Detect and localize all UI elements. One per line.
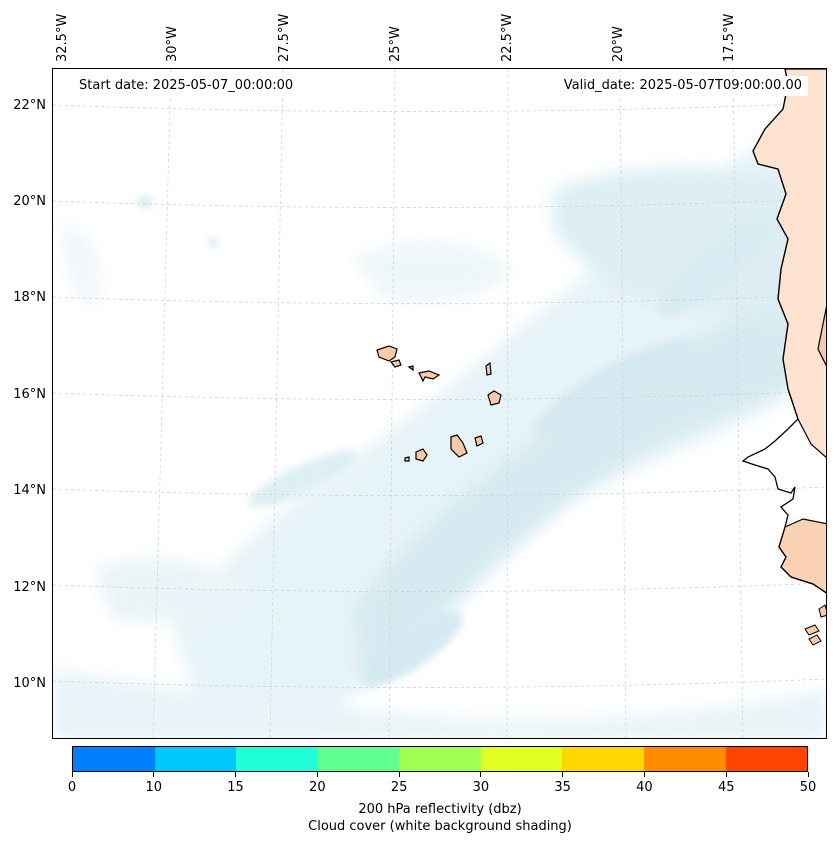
cloud-streak-2 — [534, 340, 692, 438]
colorbar-tick-label-5: 30 — [472, 780, 490, 795]
island-sal — [485, 361, 492, 376]
colorbar-segment-2 — [236, 747, 318, 771]
island-maio — [474, 435, 484, 447]
colorbar-tick-label-0: 0 — [67, 780, 77, 795]
colorbar — [72, 746, 808, 772]
meridian-27-5w — [269, 69, 284, 738]
colorbar-segment-5 — [480, 747, 563, 771]
parallel-10n — [53, 678, 826, 688]
colorbar-segment-1 — [154, 747, 237, 771]
lat-label-10n: 10°N — [13, 676, 46, 691]
parallel-18n — [53, 294, 826, 304]
lon-label-32-5w: 32.5°W — [55, 13, 70, 62]
lon-label-25w: 25°W — [388, 26, 403, 62]
cloud-band-core — [353, 284, 826, 689]
island-santiago — [450, 434, 468, 458]
colorbar-tick-7 — [643, 772, 645, 777]
cloud-streak-1 — [362, 611, 464, 687]
bissagos-island-1 — [804, 624, 820, 636]
lat-label-22n: 22°N — [13, 98, 46, 113]
parallel-16n — [53, 390, 826, 400]
colorbar-tick-8 — [725, 772, 727, 777]
colorbar-tick-3 — [316, 772, 318, 777]
colorbar-sublabel: Cloud cover (white background shading) — [308, 819, 572, 834]
lon-label-17-5w: 17.5°W — [722, 13, 737, 62]
cloud-streak-3 — [658, 221, 768, 317]
colorbar-segment-4 — [399, 747, 481, 771]
colorbar-tick-2 — [235, 772, 237, 777]
colorbar-tick-label-1: 10 — [145, 780, 163, 795]
colorbar-tick-label-3: 20 — [309, 780, 326, 795]
lon-label-27-5w: 27.5°W — [277, 13, 292, 62]
cloud-streak-4 — [248, 450, 358, 508]
colorbar-tick-4 — [398, 772, 400, 777]
cloud-spot-2 — [207, 238, 219, 248]
colorbar-tick-1 — [153, 772, 155, 777]
meridian-25w — [388, 69, 396, 738]
parallel-20n — [53, 198, 826, 208]
colorbar-tick-6 — [562, 772, 564, 777]
cloud-band-south — [53, 669, 826, 738]
start-date-label: Start date: 2025-05-07_00:00:00 — [73, 76, 300, 96]
colorbar-tick-label-7: 40 — [636, 780, 653, 795]
island-fogo — [415, 448, 428, 462]
map-canvas — [53, 69, 826, 738]
cape-verde-islands — [376, 345, 502, 462]
colorbar-label: 200 hPa reflectivity (dbz) — [358, 802, 522, 817]
island-santa-luzia — [407, 365, 414, 372]
island-santo-antao — [376, 345, 398, 362]
colorbar-segment-3 — [317, 747, 400, 771]
bissagos-islands — [804, 604, 826, 646]
colorbar-tick-label-4: 25 — [390, 780, 408, 795]
graticule — [53, 69, 826, 738]
lon-label-30w: 30°W — [165, 26, 180, 62]
parallel-12n — [53, 582, 826, 592]
bissagos-island-2 — [808, 634, 822, 646]
cloud-spot-1 — [137, 196, 153, 208]
colorbar-tick-label-2: 15 — [227, 780, 244, 795]
lat-label-12n: 12°N — [13, 580, 46, 595]
colorbar-segment-0 — [73, 747, 155, 771]
colorbar-tick-5 — [480, 772, 482, 777]
land-coastal-strip — [817, 305, 826, 367]
cloud-patch-southwest — [93, 558, 253, 623]
cloud-patch-north — [353, 240, 513, 303]
colorbar-tick-label-8: 45 — [717, 780, 735, 795]
colorbar-tick-label-9: 50 — [799, 780, 817, 795]
island-sao-nicolau — [418, 370, 441, 383]
land-areas — [752, 69, 826, 594]
colorbar-segment-7 — [643, 747, 726, 771]
lat-label-20n: 20°N — [13, 194, 46, 209]
island-brava — [404, 456, 410, 462]
colorbar-tick-0 — [71, 772, 73, 777]
meridian-17-5w — [732, 69, 744, 738]
lat-label-14n: 14°N — [13, 483, 46, 498]
island-sao-vicente — [389, 359, 402, 368]
colorbar-tick-9 — [807, 772, 809, 777]
lon-label-22-5w: 22.5°W — [500, 13, 515, 62]
lat-label-16n: 16°N — [13, 387, 46, 402]
bissagos-island-3 — [818, 604, 826, 618]
parallel-22n — [53, 102, 826, 112]
meridian-20w — [619, 69, 627, 738]
colorbar-segment-6 — [562, 747, 644, 771]
cloud-patch-west — [62, 219, 102, 309]
cloud-cover-shading — [53, 109, 826, 738]
coastline-africa — [741, 69, 826, 594]
meridian-30w — [152, 69, 172, 738]
colorbar-segment-8 — [725, 747, 808, 771]
map-panel — [52, 68, 827, 739]
parallel-14n — [53, 486, 826, 496]
lon-label-20w: 20°W — [611, 26, 626, 62]
island-boa-vista — [487, 390, 502, 406]
meridian-22-5w — [506, 69, 509, 738]
colorbar-tick-label-6: 35 — [554, 780, 571, 795]
lat-label-18n: 18°N — [13, 290, 46, 305]
valid-date-label: Valid_date: 2025-05-07T09:00:00.00 — [557, 76, 808, 96]
